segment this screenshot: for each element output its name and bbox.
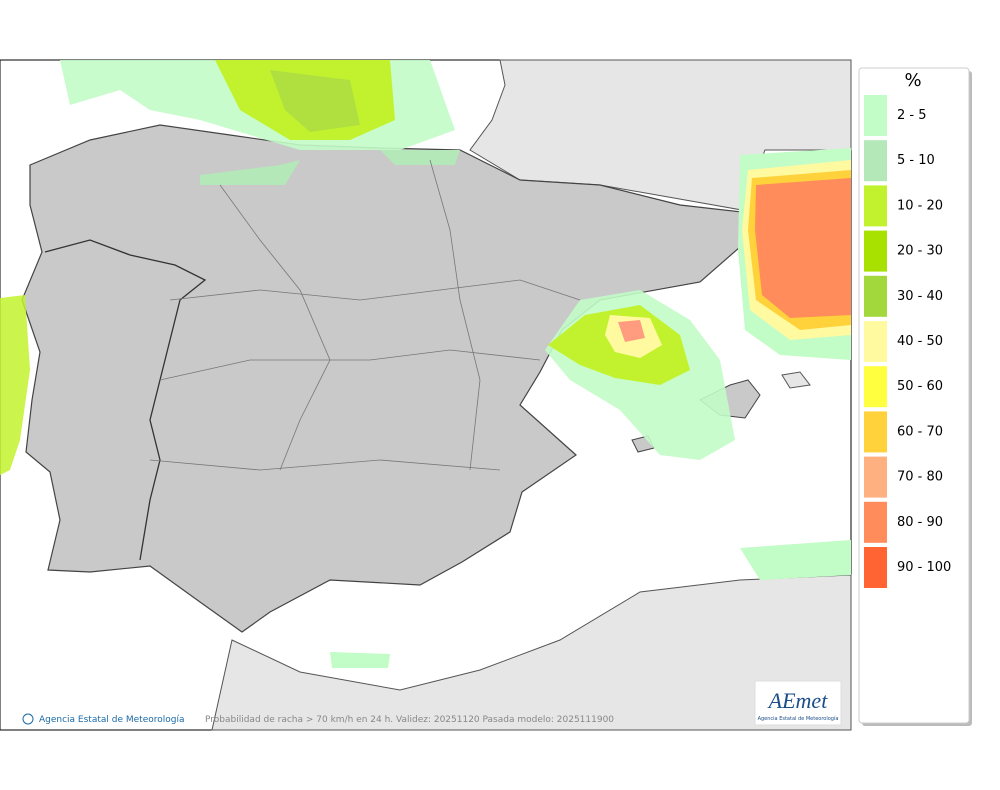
legend-label: 90 - 100 [897,560,951,575]
legend-swatch [864,501,887,543]
legend-label: 10 - 20 [897,198,943,213]
map [0,59,852,731]
legend-label: 80 - 90 [897,515,943,530]
caption: Probabilidad de racha > 70 km/h en 24 h.… [205,715,614,725]
legend-swatch [864,140,887,182]
legend-label: 5 - 10 [897,153,935,168]
logo-name: AEmet [767,688,829,713]
legend-label: 40 - 50 [897,334,943,349]
iberia [21,124,749,633]
logo-subtitle: Agencia Estatal de Meteorología [758,715,839,722]
legend-swatch [864,95,887,136]
legend-swatch [864,547,887,588]
legend-label: 30 - 40 [897,289,943,304]
legend-swatch [864,321,887,362]
legend-title: % [904,70,921,91]
legend-label: 50 - 60 [897,379,943,394]
legend-swatch [864,456,887,498]
legend-label: 70 - 80 [897,470,943,485]
credit: Agencia Estatal de Meteorología [39,715,185,725]
legend-label: 60 - 70 [897,424,943,439]
legend-label: 2 - 5 [897,108,927,123]
legend-swatch [864,366,887,408]
legend-swatch [864,230,887,272]
legend: % 2 - 5 5 - 10 10 - 20 20 - 30 30 - 40 40 - 5… [858,67,972,726]
legend-label: 20 - 30 [897,244,943,259]
footer: Agencia Estatal de Meteorología Probabil… [22,713,614,725]
legend-swatch [864,411,887,453]
copyright-icon [22,713,34,725]
legend-swatch [864,275,887,317]
legend-swatch [864,185,887,227]
logo: AEmet Agencia Estatal de Meteorología [754,680,842,726]
